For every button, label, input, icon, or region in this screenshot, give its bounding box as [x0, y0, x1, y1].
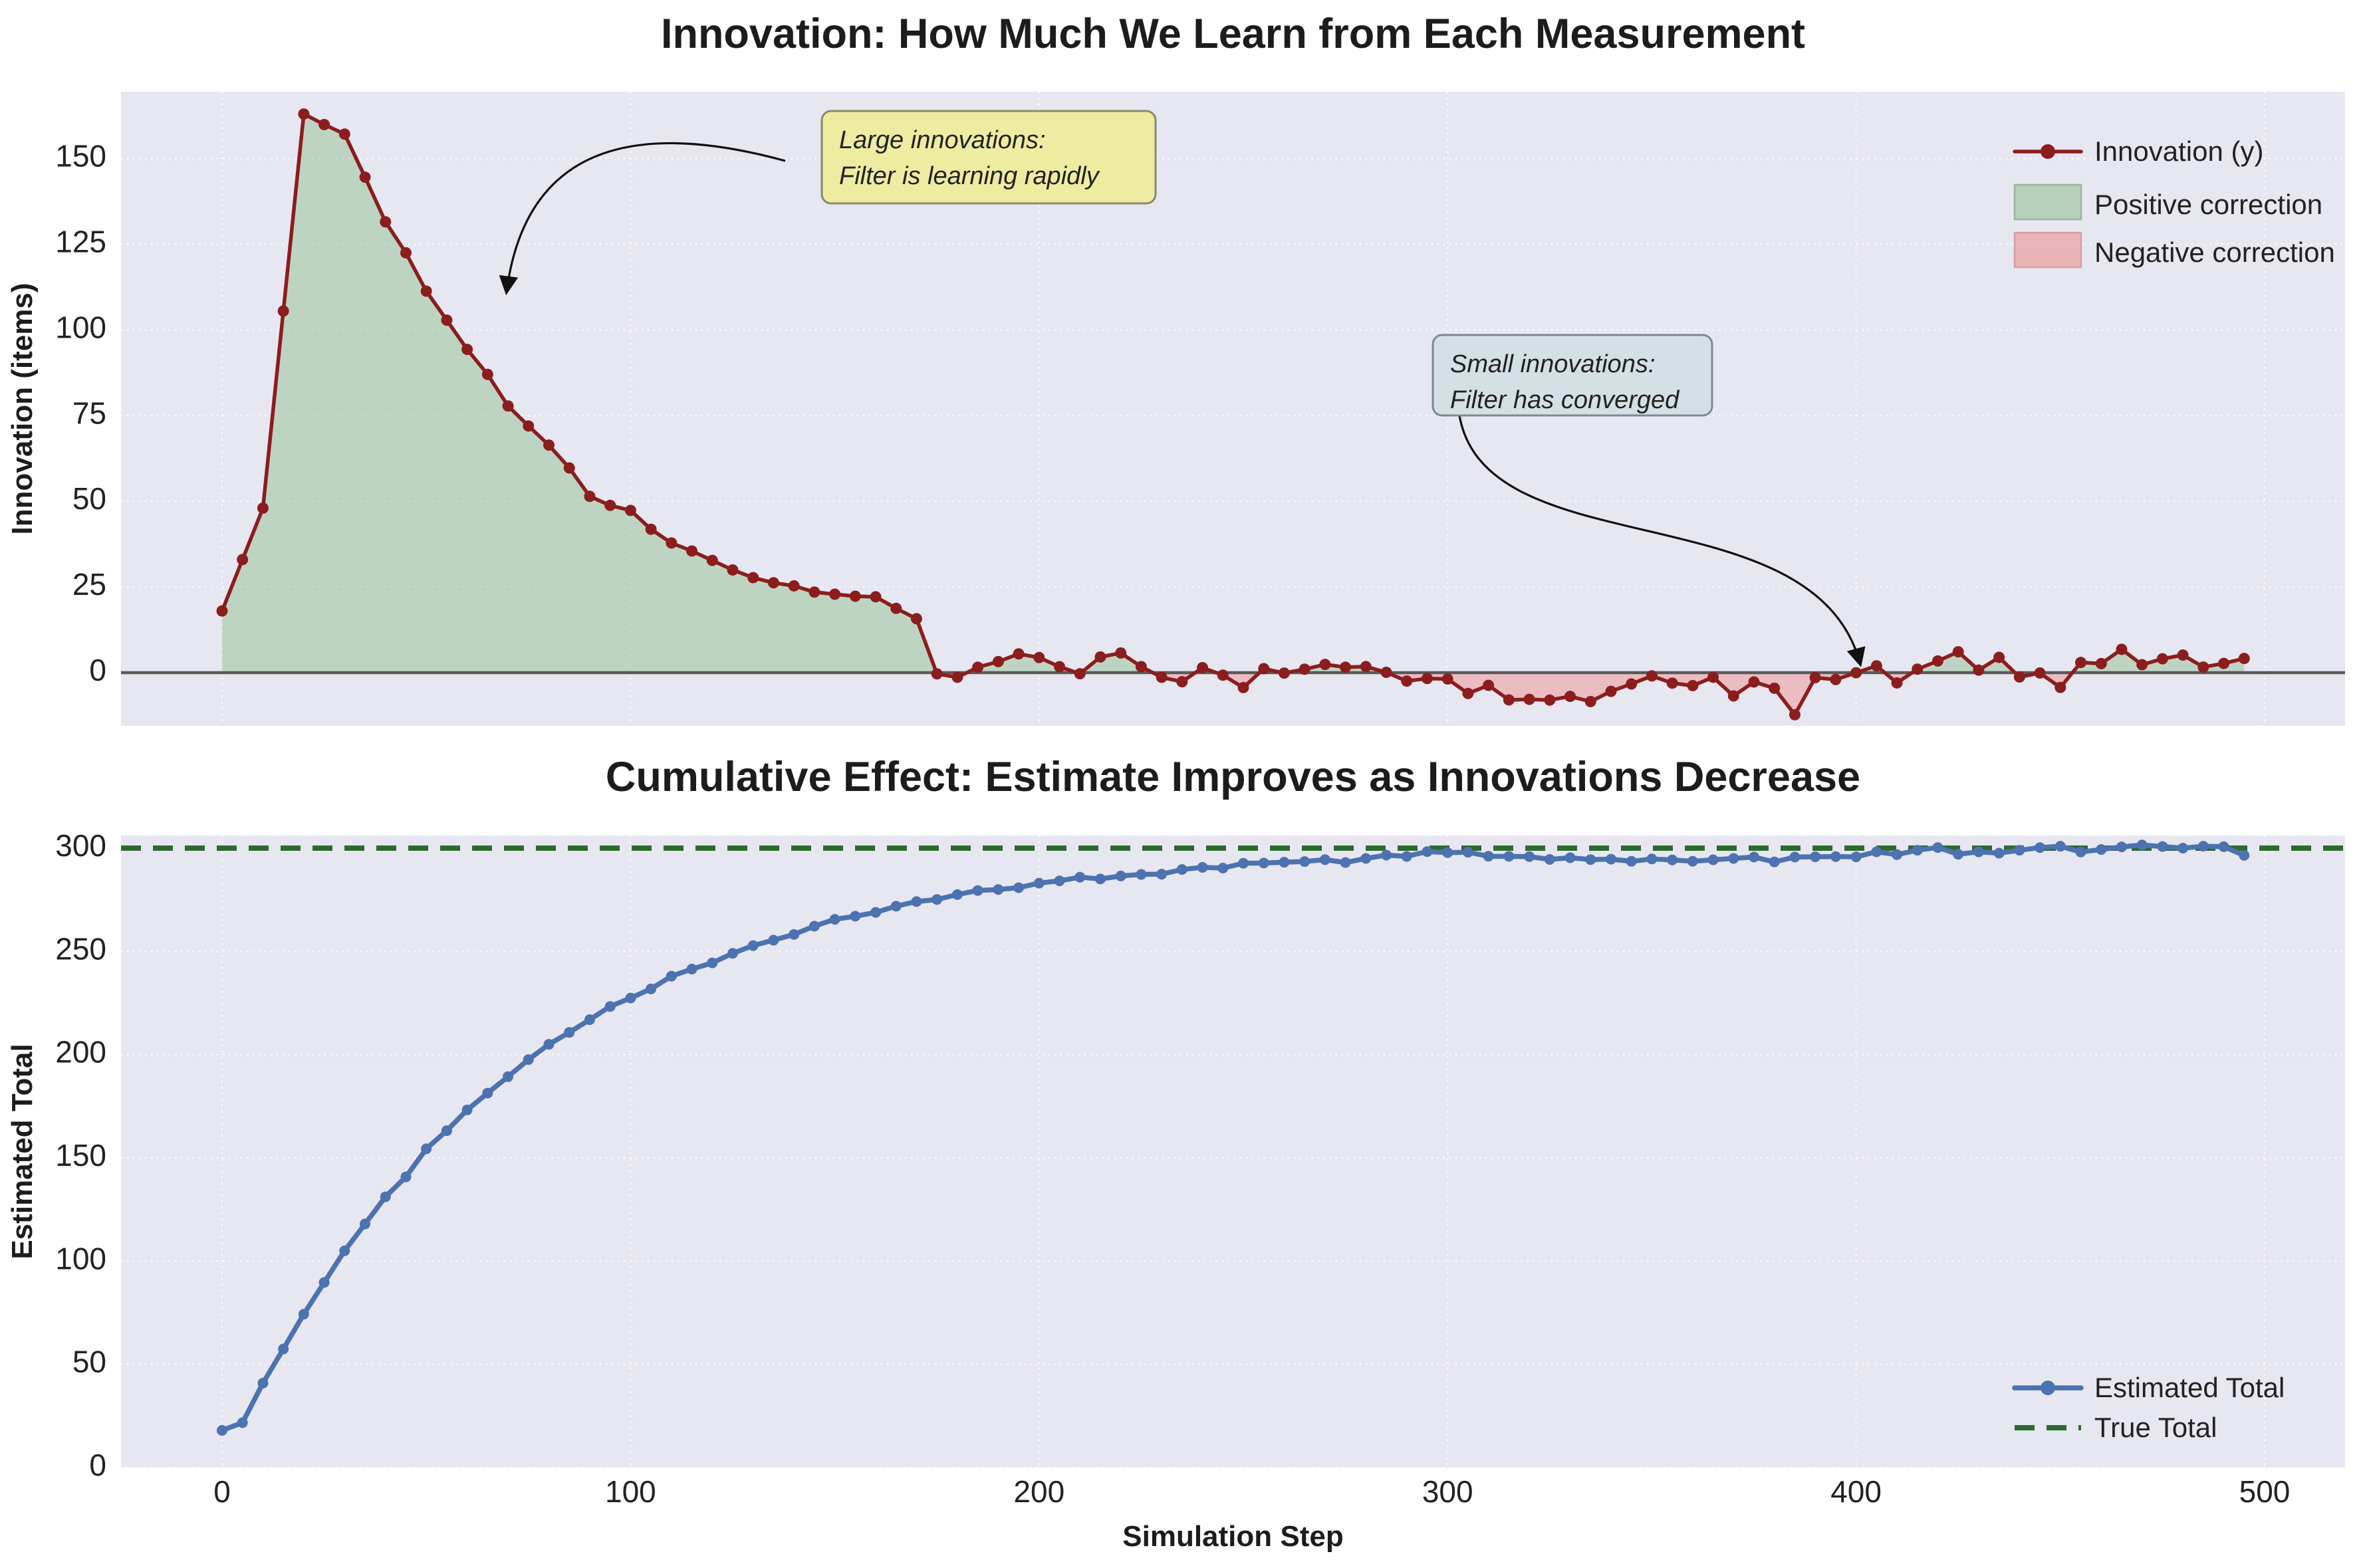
svg-text:Large innovations:: Large innovations:: [839, 126, 1046, 154]
svg-text:Cumulative Effect: Estimate Im: Cumulative Effect: Estimate Improves as …: [606, 754, 1860, 800]
svg-text:300: 300: [1422, 1474, 1473, 1509]
svg-text:125: 125: [55, 224, 106, 259]
svg-text:0: 0: [213, 1474, 231, 1509]
svg-text:Estimated Total: Estimated Total: [6, 1044, 39, 1259]
svg-text:50: 50: [72, 481, 106, 516]
svg-text:200: 200: [1013, 1474, 1064, 1509]
svg-text:250: 250: [55, 931, 106, 966]
svg-text:300: 300: [55, 828, 106, 863]
svg-text:100: 100: [55, 1241, 106, 1276]
svg-text:Innovation (y): Innovation (y): [2094, 136, 2263, 167]
svg-text:400: 400: [1830, 1474, 1882, 1509]
svg-text:Innovation (items): Innovation (items): [6, 283, 39, 535]
svg-text:75: 75: [72, 395, 106, 430]
svg-text:Simulation Step: Simulation Step: [1122, 1520, 1343, 1553]
svg-text:150: 150: [55, 139, 106, 173]
svg-text:100: 100: [605, 1474, 656, 1509]
svg-text:0: 0: [89, 1448, 106, 1482]
svg-text:Estimated Total: Estimated Total: [2094, 1372, 2285, 1403]
svg-text:True Total: True Total: [2094, 1412, 2217, 1443]
svg-text:500: 500: [2239, 1474, 2291, 1509]
svg-text:100: 100: [55, 310, 106, 344]
svg-text:200: 200: [55, 1035, 106, 1069]
svg-text:0: 0: [89, 653, 106, 687]
svg-text:Filter is learning rapidly: Filter is learning rapidly: [839, 162, 1100, 190]
svg-text:Small innovations:: Small innovations:: [1450, 350, 1655, 378]
svg-text:Positive correction: Positive correction: [2094, 189, 2322, 220]
svg-text:Negative correction: Negative correction: [2094, 237, 2335, 268]
svg-text:Filter has converged: Filter has converged: [1450, 386, 1680, 414]
svg-text:Innovation: How Much We Learn: Innovation: How Much We Learn from Each …: [661, 11, 1805, 57]
svg-text:25: 25: [72, 567, 106, 602]
svg-text:150: 150: [55, 1138, 106, 1173]
svg-text:50: 50: [72, 1345, 106, 1379]
